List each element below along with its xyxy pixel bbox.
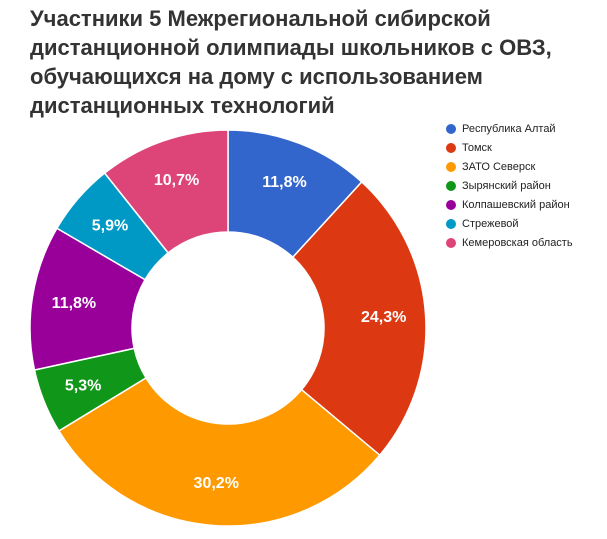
legend-swatch: [446, 180, 456, 191]
legend-swatch: [446, 123, 456, 134]
legend-label: Колпашевский район: [462, 198, 570, 211]
slice-label-3: 30,2%: [194, 475, 239, 492]
slice-label-1: 11,8%: [262, 174, 306, 191]
donut-slice-2[interactable]: [291, 180, 427, 457]
slice-label-5: 11,8%: [52, 295, 96, 312]
legend-swatch: [446, 218, 456, 229]
legend-item[interactable]: Томск: [446, 138, 573, 157]
legend-item[interactable]: ЗАТО Северск: [446, 157, 573, 176]
legend-item[interactable]: Зырянский район: [446, 176, 573, 195]
chart-title: Участники 5 Межрегиональной сибирской ди…: [30, 6, 552, 118]
legend-item[interactable]: Республика Алтай: [446, 119, 573, 138]
legend: Республика Алтай Томск ЗАТО Северск Зырянск…: [446, 119, 573, 252]
legend-label: Республика Алтай: [462, 122, 556, 135]
legend-label: ЗАТО Северск: [462, 160, 536, 173]
slice-labels-group: 11,8% 24,3% 30,2% 5,3% 11,8% 5,9% 10,7%: [52, 172, 407, 492]
donut-slice-7[interactable]: [103, 129, 229, 254]
legend-item[interactable]: Кемеровская область: [446, 233, 573, 252]
slices-group: [29, 129, 427, 527]
legend-swatch: [446, 161, 456, 172]
legend-label: Стрежевой: [462, 217, 519, 230]
legend-item[interactable]: Колпашевский район: [446, 195, 573, 214]
slice-label-6: 5,9%: [92, 217, 128, 234]
slice-label-2: 24,3%: [361, 309, 406, 326]
slice-label-4: 5,3%: [65, 377, 101, 394]
slice-label-7: 10,7%: [154, 172, 199, 189]
legend-swatch: [446, 199, 456, 210]
legend-item[interactable]: Стрежевой: [446, 214, 573, 233]
legend-label: Томск: [462, 141, 492, 154]
donut-slice-3[interactable]: [57, 376, 381, 527]
legend-label: Зырянский район: [462, 179, 551, 192]
legend-swatch: [446, 237, 456, 248]
legend-label: Кемеровская область: [462, 236, 573, 249]
legend-swatch: [446, 142, 456, 153]
